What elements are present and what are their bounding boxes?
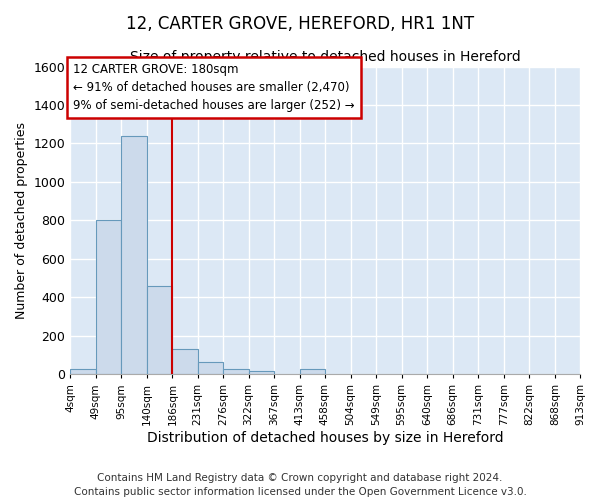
Bar <box>197 362 223 374</box>
Title: Size of property relative to detached houses in Hereford: Size of property relative to detached ho… <box>130 50 521 64</box>
Bar <box>223 370 248 374</box>
Bar <box>172 350 197 374</box>
Text: 12 CARTER GROVE: 180sqm
← 91% of detached houses are smaller (2,470)
9% of semi-: 12 CARTER GROVE: 180sqm ← 91% of detache… <box>73 63 355 112</box>
Bar <box>70 370 95 374</box>
X-axis label: Distribution of detached houses by size in Hereford: Distribution of detached houses by size … <box>147 431 503 445</box>
Text: 12, CARTER GROVE, HEREFORD, HR1 1NT: 12, CARTER GROVE, HEREFORD, HR1 1NT <box>126 15 474 33</box>
Bar <box>95 220 121 374</box>
Bar <box>299 370 325 374</box>
Bar <box>146 286 172 374</box>
Y-axis label: Number of detached properties: Number of detached properties <box>15 122 28 319</box>
Text: Contains HM Land Registry data © Crown copyright and database right 2024.
Contai: Contains HM Land Registry data © Crown c… <box>74 473 526 497</box>
Bar <box>248 372 274 374</box>
Bar <box>121 136 146 374</box>
